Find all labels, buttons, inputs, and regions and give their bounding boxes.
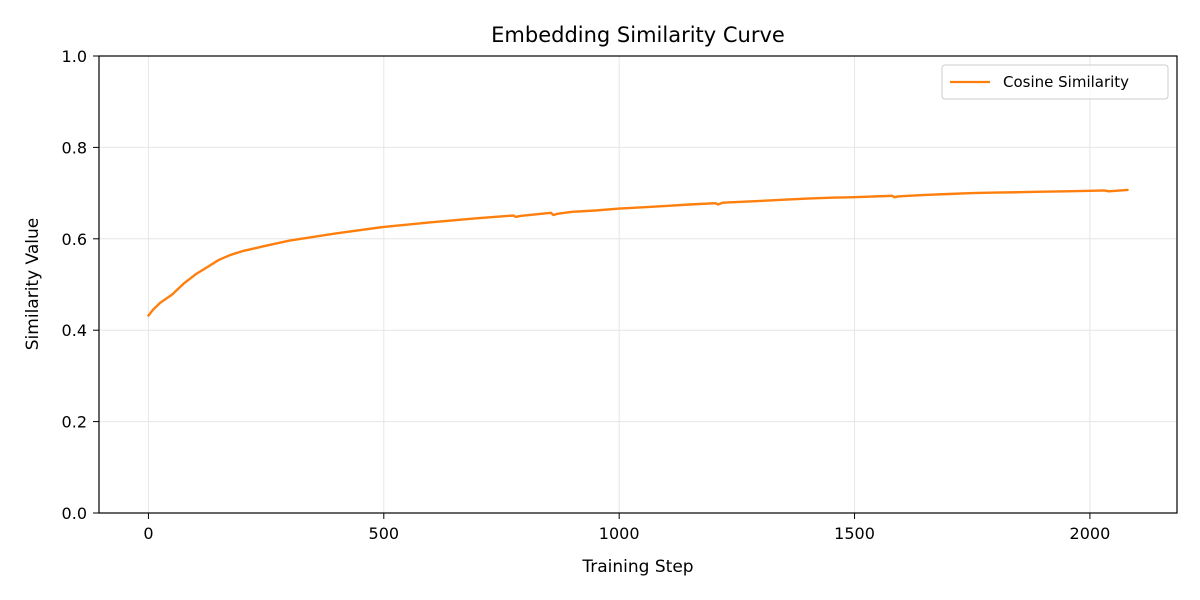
x-ticks: 0 500 1000 1500 2000 [143, 513, 1110, 543]
legend-box [941, 64, 1169, 100]
x-tick-label: 0 [143, 524, 153, 543]
x-tick-label: 1000 [599, 524, 640, 543]
plot-area-frame [98, 55, 1178, 514]
legend-label-cosine-similarity: Cosine Similarity [1003, 73, 1129, 91]
y-tick-label: 1.0 [62, 47, 87, 66]
y-tick-label: 0.6 [62, 230, 87, 249]
y-axis-title: Similarity Value [23, 218, 43, 350]
chart-title: Embedding Similarity Curve [491, 23, 785, 47]
y-tick-label: 0.8 [62, 138, 87, 157]
x-axis-title: Training Step [581, 557, 693, 577]
y-tick-label: 0.4 [62, 321, 87, 340]
y-tick-label: 0.0 [62, 504, 87, 523]
x-tick-label: 1500 [834, 524, 875, 543]
y-ticks: 0.0 0.2 0.4 0.6 0.8 1.0 [62, 47, 99, 523]
series-layer [147, 188, 1129, 317]
grid-lines [99, 55, 1177, 514]
x-tick-label: 500 [369, 524, 400, 543]
legend: Cosine Similarity [941, 64, 1169, 100]
series-line-cosine-similarity [147, 188, 1129, 317]
y-tick-label: 0.2 [62, 413, 87, 432]
x-tick-label: 2000 [1070, 524, 1111, 543]
